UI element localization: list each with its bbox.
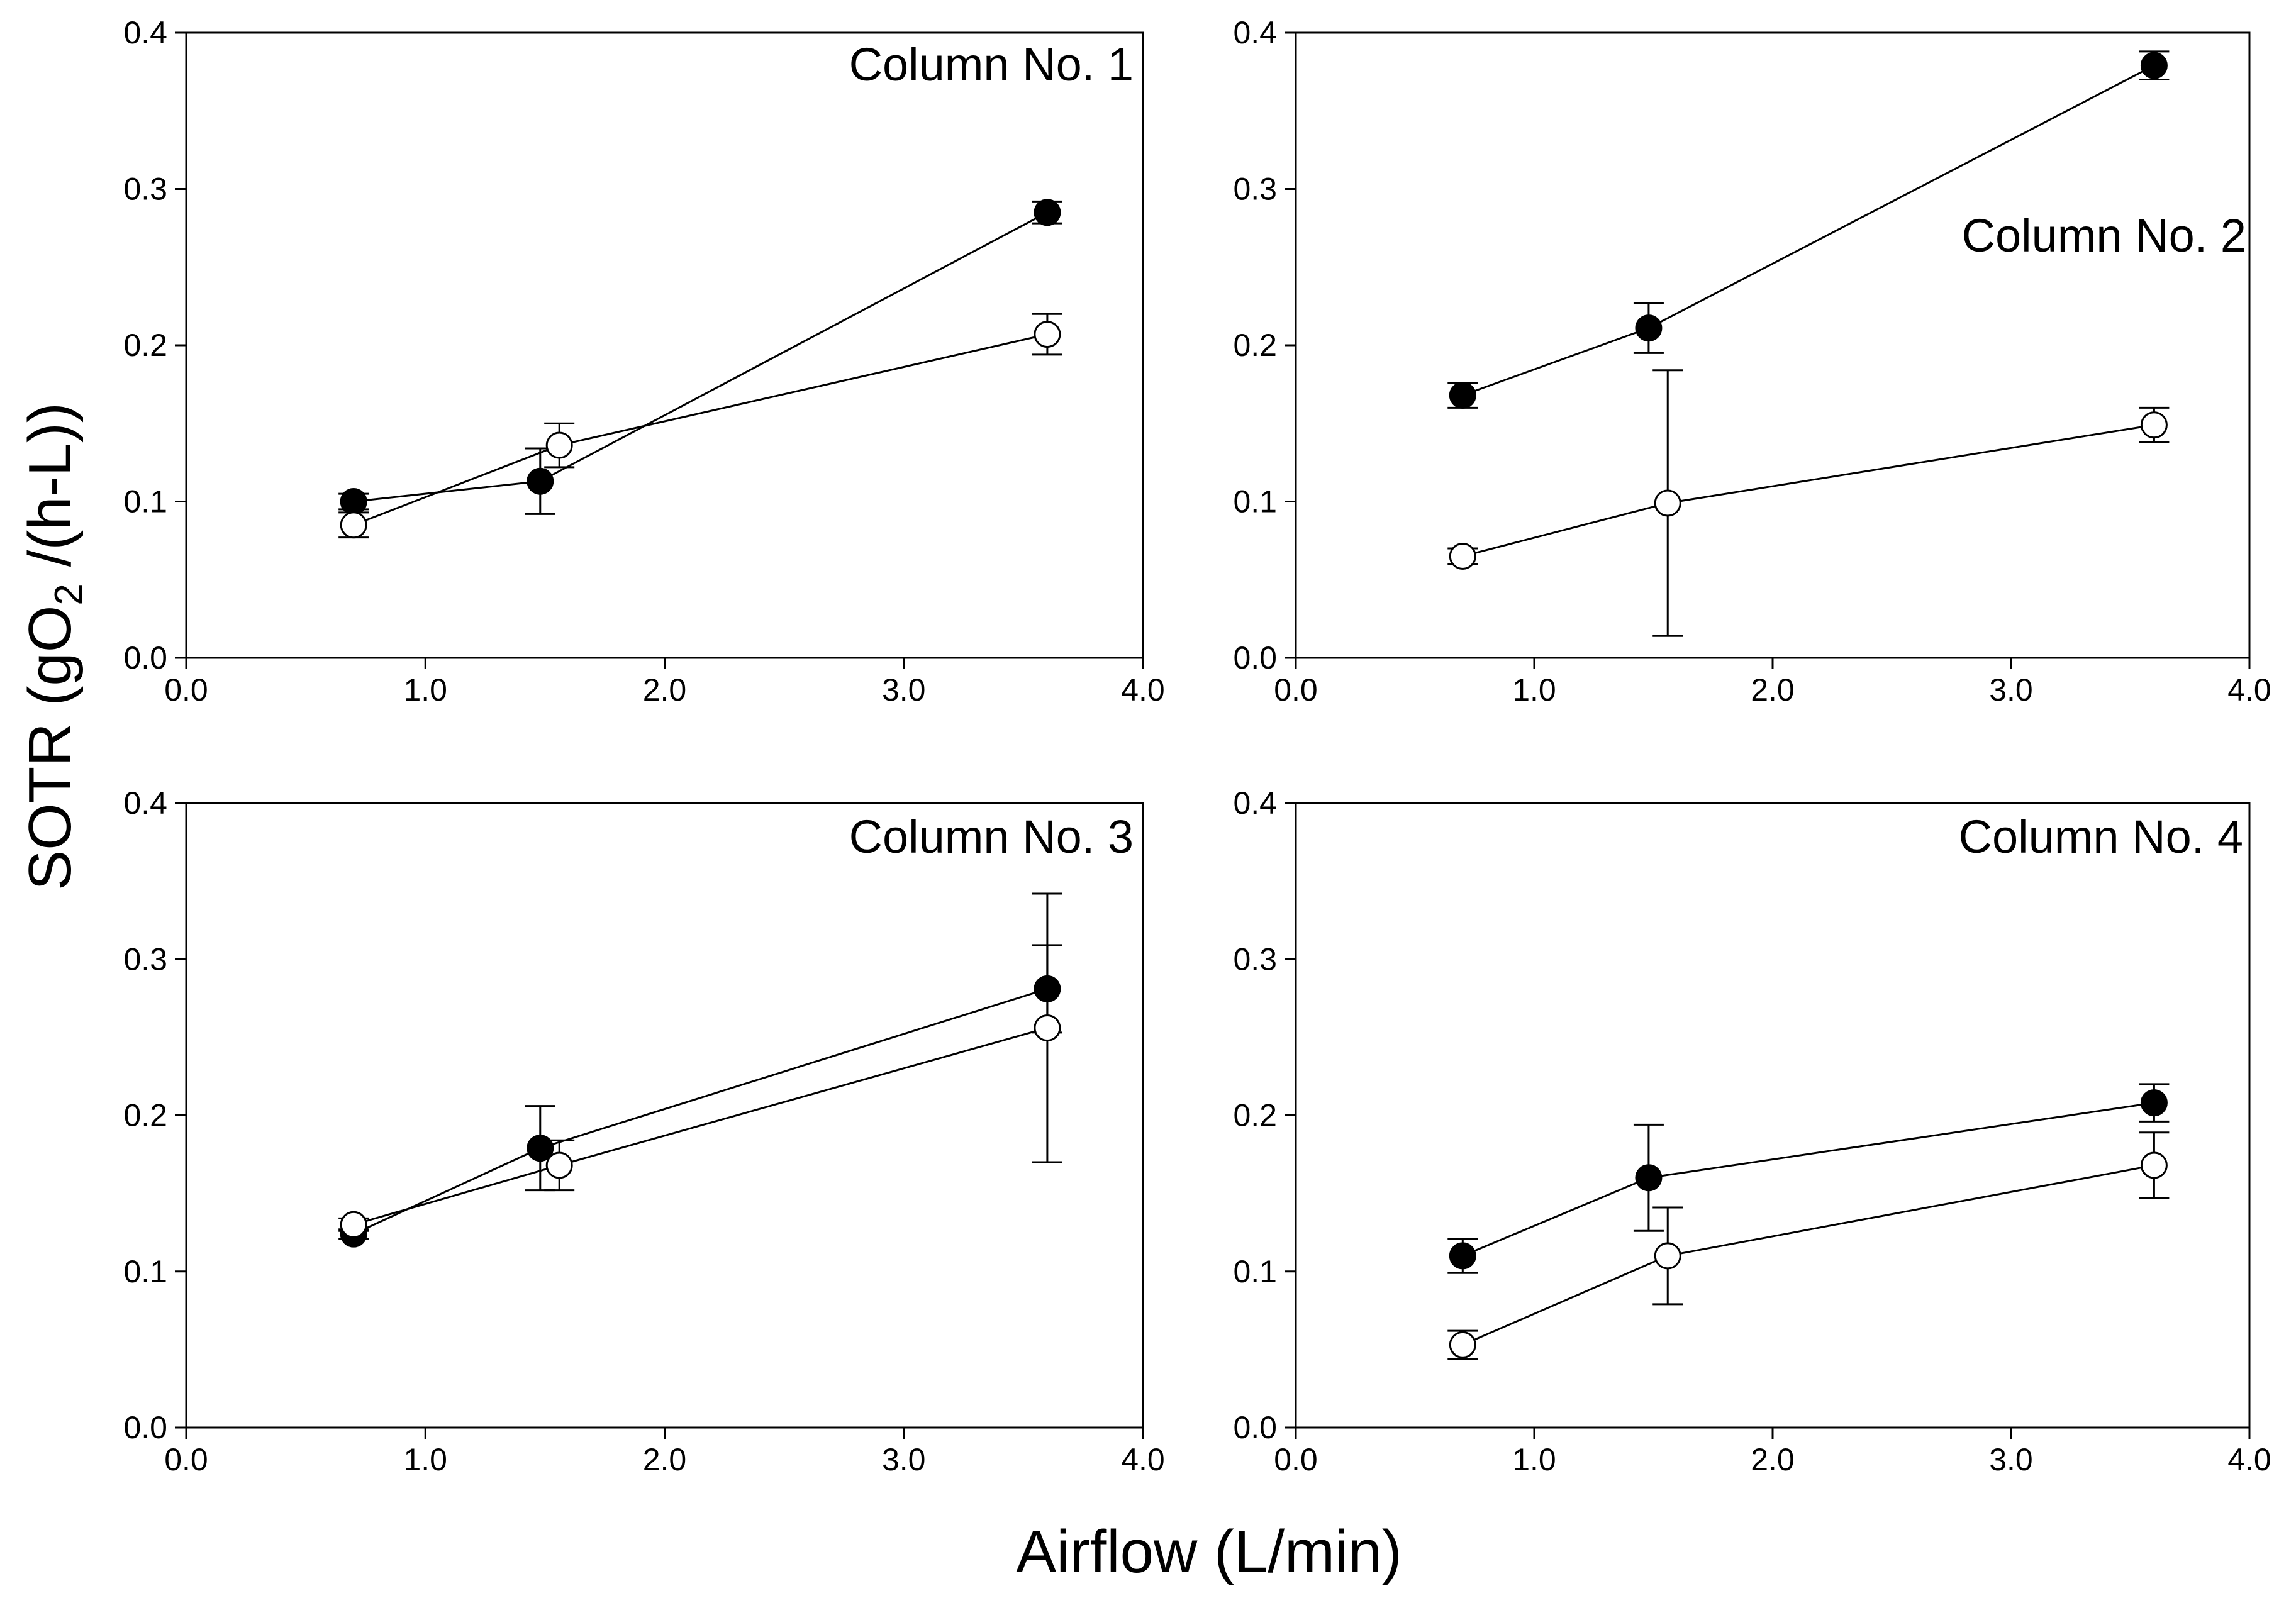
panels: 0.0 1.0 2.0 3.0 4.0 0.0 0.1 0.2 0.3 0.4 Column No.… xyxy=(123,15,2271,1477)
series-line-open xyxy=(354,1028,1047,1224)
x-tick-label: 2.0 xyxy=(643,1442,687,1477)
x-tick-label: 3.0 xyxy=(1989,1442,2033,1477)
x-tick-label: 4.0 xyxy=(2227,672,2271,707)
plot-frame xyxy=(1296,803,2249,1428)
data-point-open xyxy=(2141,1153,2166,1178)
x-tick-label: 2.0 xyxy=(643,672,687,707)
panel-1: 0.0 1.0 2.0 3.0 4.0 0.0 0.1 0.2 0.3 0.4 Column No.… xyxy=(123,15,1164,707)
x-tick-label: 2.0 xyxy=(1751,672,1795,707)
x-tick-label: 1.0 xyxy=(1512,672,1556,707)
data-point-open xyxy=(341,513,366,538)
y-tick-label: 0.1 xyxy=(1233,484,1277,519)
y-tick-label: 0.0 xyxy=(1233,1410,1277,1445)
figure: 0.0 1.0 2.0 3.0 4.0 0.0 0.1 0.2 0.3 0.4 Column No.… xyxy=(0,0,2296,1598)
y-axis-title: SOTR (gO2 /(h-L)) xyxy=(16,402,91,891)
series-line-open xyxy=(1463,425,2154,557)
data-point-open xyxy=(1655,1243,1680,1268)
x-tick-label: 0.0 xyxy=(1274,672,1318,707)
data-point-filled xyxy=(2141,53,2166,78)
x-tick-label: 2.0 xyxy=(1751,1442,1795,1477)
y-tick-label: 0.3 xyxy=(123,941,167,977)
x-tick-label: 0.0 xyxy=(164,672,208,707)
y-axis-title-suffix: /(h-L)) xyxy=(16,402,84,584)
y-tick-label: 0.0 xyxy=(1233,640,1277,675)
data-point-open xyxy=(1450,1332,1475,1357)
panel-2: 0.0 1.0 2.0 3.0 4.0 0.0 0.1 0.2 0.3 0.4 Column No.… xyxy=(1233,15,2271,707)
y-axis-title-prefix: SOTR (gO xyxy=(16,606,84,891)
y-tick-label: 0.1 xyxy=(123,484,167,519)
y-tick-label: 0.3 xyxy=(1233,941,1277,977)
panel-3: 0.0 1.0 2.0 3.0 4.0 0.0 0.1 0.2 0.3 0.4 Column No.… xyxy=(123,785,1164,1477)
y-tick-label: 0.4 xyxy=(1233,15,1277,50)
y-axis-title-subscript: 2 xyxy=(47,584,91,605)
x-tick-label: 4.0 xyxy=(2227,1442,2271,1477)
y-tick-label: 0.3 xyxy=(1233,172,1277,207)
data-point-filled xyxy=(2141,1090,2166,1116)
x-tick-label: 0.0 xyxy=(164,1442,208,1477)
series-line-filled xyxy=(354,989,1047,1234)
y-tick-label: 0.2 xyxy=(123,328,167,363)
x-tick-label: 4.0 xyxy=(1121,1442,1165,1477)
x-tick-label: 4.0 xyxy=(1121,672,1165,707)
y-tick-label: 0.2 xyxy=(123,1098,167,1133)
data-point-filled xyxy=(1636,1165,1661,1190)
panel-title: Column No. 4 xyxy=(1959,811,2243,863)
x-tick-label: 3.0 xyxy=(882,672,926,707)
data-point-open xyxy=(1035,1015,1060,1040)
y-tick-label: 0.4 xyxy=(1233,785,1277,821)
x-tick-label: 3.0 xyxy=(1989,672,2033,707)
panel-title: Column No. 2 xyxy=(1962,209,2246,262)
y-tick-label: 0.3 xyxy=(123,172,167,207)
y-tick-label: 0.0 xyxy=(123,640,167,675)
panel-title: Column No. 1 xyxy=(849,38,1134,91)
series-line-filled xyxy=(354,213,1047,502)
data-point-open xyxy=(2141,413,2166,438)
y-tick-label: 0.4 xyxy=(123,785,167,821)
data-point-open xyxy=(547,433,572,458)
data-point-filled xyxy=(1450,383,1475,408)
series-line-open xyxy=(354,335,1047,525)
data-point-filled xyxy=(1636,316,1661,341)
panel-4: 0.0 1.0 2.0 3.0 4.0 0.0 0.1 0.2 0.3 0.4 Column No.… xyxy=(1233,785,2271,1477)
y-tick-label: 0.0 xyxy=(123,1410,167,1445)
y-tick-label: 0.4 xyxy=(123,15,167,50)
data-point-open xyxy=(1035,322,1060,347)
y-tick-label: 0.1 xyxy=(1233,1254,1277,1289)
x-axis-title: Airflow (L/min) xyxy=(1016,1518,1402,1585)
data-point-filled xyxy=(1450,1243,1475,1268)
data-point-open xyxy=(547,1153,572,1178)
x-tick-label: 1.0 xyxy=(1512,1442,1556,1477)
x-tick-label: 1.0 xyxy=(403,1442,447,1477)
data-point-filled xyxy=(341,489,366,514)
x-tick-label: 3.0 xyxy=(882,1442,926,1477)
series-line-open xyxy=(1463,1165,2154,1345)
x-tick-label: 0.0 xyxy=(1274,1442,1318,1477)
y-tick-label: 0.2 xyxy=(1233,328,1277,363)
plot-frame xyxy=(186,803,1143,1428)
x-tick-label: 1.0 xyxy=(403,672,447,707)
y-tick-label: 0.1 xyxy=(123,1254,167,1289)
data-point-open xyxy=(341,1212,366,1237)
data-point-filled xyxy=(528,469,553,494)
data-point-open xyxy=(1450,543,1475,569)
series-line-filled xyxy=(1463,1103,2154,1256)
panel-title: Column No. 3 xyxy=(849,811,1134,863)
y-tick-label: 0.2 xyxy=(1233,1098,1277,1133)
plot-frame xyxy=(1296,33,2249,658)
data-point-open xyxy=(1655,491,1680,516)
data-point-filled xyxy=(1035,200,1060,225)
